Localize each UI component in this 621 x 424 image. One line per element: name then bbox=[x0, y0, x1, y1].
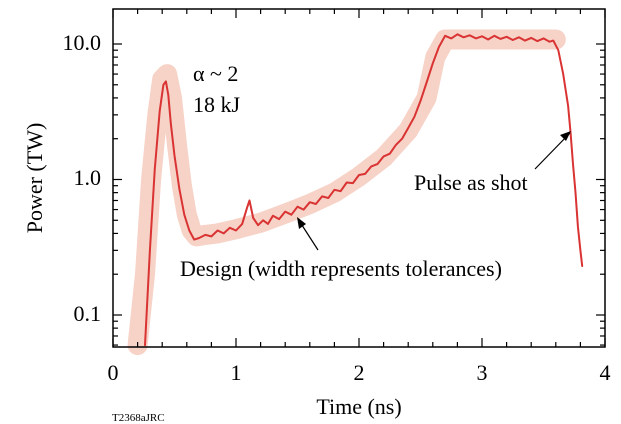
pulse-as-shot-series bbox=[144, 33, 584, 347]
y-tick-label-1.0: 1.0 bbox=[74, 165, 102, 190]
x-axis-ticks bbox=[112, 9, 606, 347]
x-tick-label-2: 2 bbox=[354, 360, 365, 385]
design-label: Design (width represents tolerances) bbox=[180, 256, 502, 281]
x-tick-label-0: 0 bbox=[108, 360, 119, 385]
alpha-annotation: α ~ 2 bbox=[193, 61, 238, 86]
y-axis-title: Power (TW) bbox=[22, 123, 47, 234]
y-tick-label-0.1: 0.1 bbox=[74, 301, 102, 326]
x-tick-label-1: 1 bbox=[231, 360, 242, 385]
y-axis-ticks bbox=[113, 43, 605, 346]
x-tick-label-4: 4 bbox=[600, 360, 611, 385]
pulse-as-shot-arrowhead bbox=[560, 131, 571, 141]
figure-id: T2368aJRC bbox=[112, 412, 165, 424]
pulse-as-shot-line bbox=[144, 33, 584, 347]
x-axis-title: Time (ns) bbox=[316, 394, 401, 419]
energy-annotation: 18 kJ bbox=[193, 92, 241, 117]
y-tick-label-10.0: 10.0 bbox=[63, 30, 102, 55]
pulse-as-shot-label: Pulse as shot bbox=[414, 170, 528, 195]
x-tick-label-3: 3 bbox=[477, 360, 488, 385]
design-arrowhead bbox=[297, 217, 306, 229]
